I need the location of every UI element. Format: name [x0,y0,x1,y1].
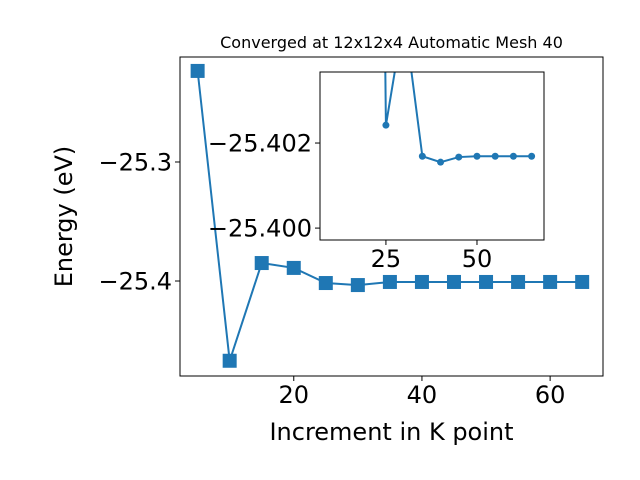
marker [543,274,558,289]
marker [437,158,445,166]
marker [350,278,365,293]
axes-frame [179,56,604,377]
marker [455,153,463,161]
series-line [384,72,532,164]
marker [575,274,590,289]
marker [511,274,526,289]
x-tick-label: 60 [535,381,566,409]
marker [491,152,499,160]
marker [509,152,517,160]
axes-frame [319,71,545,241]
marker [479,274,494,289]
marker [190,63,205,78]
marker [286,260,301,275]
x-tick-label: 50 [462,245,493,273]
marker [528,152,536,160]
marker [222,353,237,368]
marker [382,274,397,289]
x-tick-label: 40 [407,381,438,409]
y-tick-label: −25.4 [98,267,172,295]
y-tick-label: −25.3 [98,148,172,176]
x-tick-label: 25 [371,245,402,273]
chart-title: Converged at 12x12x4 Automatic Mesh 40 [220,33,563,52]
marker [254,256,269,271]
y-axis-label: Energy (eV) [50,146,78,288]
marker [418,152,426,160]
y-tick-label: −25.400 [208,214,312,242]
series [382,72,536,166]
marker [473,152,481,160]
series [190,63,590,368]
y-tick-label: −25.402 [208,129,312,157]
marker [318,276,333,291]
x-axis-label: Increment in K point [269,418,513,446]
marker [446,274,461,289]
marker [414,274,429,289]
marker [382,121,390,129]
x-tick-label: 20 [278,381,309,409]
